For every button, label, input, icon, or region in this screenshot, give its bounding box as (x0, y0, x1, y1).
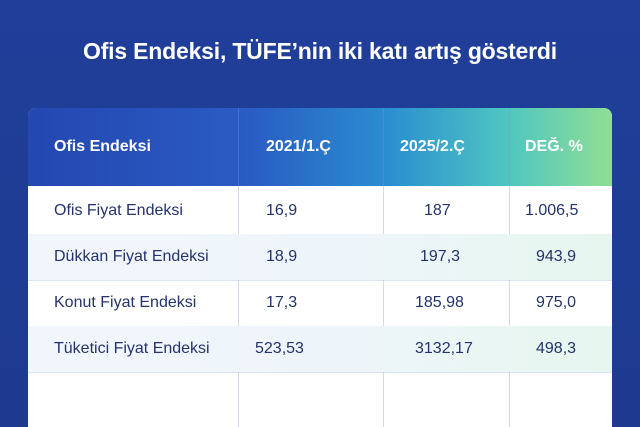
row-label: Tüketici Fiyat Endeksi (54, 340, 210, 357)
table-row: Konut Fiyat Endeksi 17,3 185,98 975,0 (28, 280, 612, 326)
table-row: Ofis Fiyat Endeksi 16,9 187 1.006,5 (28, 188, 612, 234)
header-cell-2021: 2021/1.Ç (266, 138, 331, 155)
cell-change: 498,3 (536, 340, 577, 357)
table-row: Dükkan Fiyat Endeksi 18,9 197,3 943,9 (28, 234, 612, 280)
cell-change: 1.006,5 (525, 202, 579, 219)
cell-2021: 17,3 (266, 294, 298, 311)
header-cell-change: DEĞ. % (525, 138, 583, 155)
cell-2021: 523,53 (255, 340, 304, 357)
cell-2025: 185,98 (415, 294, 464, 311)
headline: Ofis Endeksi, TÜFE’nin iki katı artış gö… (83, 38, 557, 64)
row-label: Dükkan Fiyat Endeksi (54, 248, 209, 265)
row-label: Konut Fiyat Endeksi (54, 294, 197, 311)
row-divider (28, 280, 612, 281)
index-table: Ofis Endeksi 2021/1.Ç 2025/2.Ç DEĞ. % Of… (28, 108, 612, 427)
cell-change: 943,9 (536, 248, 577, 265)
header-cell-name: Ofis Endeksi (54, 138, 151, 155)
cell-2025: 187 (424, 202, 451, 219)
cell-change: 975,0 (536, 294, 577, 311)
table-header: Ofis Endeksi 2021/1.Ç 2025/2.Ç DEĞ. % (28, 108, 612, 186)
row-divider (28, 372, 612, 373)
cell-2025: 3132,17 (415, 340, 473, 357)
row-label: Ofis Fiyat Endeksi (54, 202, 183, 219)
cell-2021: 18,9 (266, 248, 298, 265)
table-row: Tüketici Fiyat Endeksi 523,53 3132,17 49… (28, 326, 612, 372)
cell-2021: 16,9 (266, 202, 298, 219)
header-cell-2025: 2025/2.Ç (400, 138, 465, 155)
cell-2025: 197,3 (420, 248, 461, 265)
